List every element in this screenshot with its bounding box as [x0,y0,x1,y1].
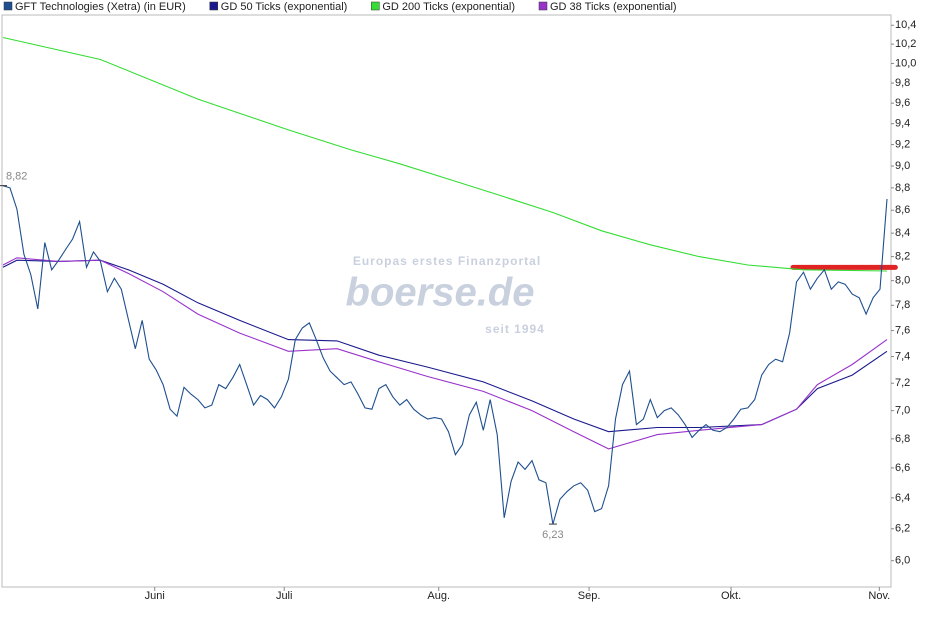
y-tick-label: 8,4 [895,227,910,239]
y-tick-label: 9,4 [895,118,910,130]
y-tick-label: 8,2 [895,251,910,263]
x-tick-label: Juni [145,590,165,602]
y-tick-label: 7,4 [895,350,910,362]
y-tick-label: 10,4 [895,19,916,31]
y-tick-label: 7,2 [895,377,910,389]
y-tick-label: 6,8 [895,433,910,445]
y-tick-label: 9,6 [895,97,910,109]
legend-swatch [371,1,380,11]
legend-swatch [538,1,548,11]
y-tick-label: 6,6 [895,462,910,474]
legend-swatch [3,1,13,11]
x-tick-label: Okt. [721,590,741,602]
y-tick-label: 6,0 [895,555,910,567]
y-tick-label: 8,8 [895,182,910,194]
y-tick-label: 6,4 [895,492,910,504]
series-line [2,257,888,450]
y-tick-label: 7,8 [895,299,910,311]
watermark-tagline: Europas erstes Finanzportal [353,254,541,268]
y-tick-label: 6,2 [895,523,910,535]
series-line [2,36,888,272]
y-tick-label: 8,6 [895,204,910,216]
watermark-brand: boerse.de [346,271,535,315]
x-tick-label: Sep. [578,590,601,602]
watermark-since: seit 1994 [485,322,545,336]
y-tick-label: 9,8 [895,77,910,89]
series-line [2,185,888,525]
legend-label: GD 200 Ticks (exponential) [382,1,515,13]
y-tick-label: 8,0 [895,275,910,287]
y-tick-label: 7,0 [895,405,910,417]
legend-label: GD 38 Ticks (exponential) [550,1,677,13]
y-tick-label: 9,2 [895,138,910,150]
legend-label: GD 50 Ticks (exponential) [221,1,348,13]
annotation-label: 6,23 [542,529,563,541]
x-tick-label: Nov. [868,590,890,602]
legend-swatch [209,1,219,11]
y-tick-label: 9,0 [895,160,910,172]
y-tick-label: 10,0 [895,57,916,69]
legend-label: GFT Technologies (Xetra) (in EUR) [15,1,186,13]
x-tick-label: Aug. [427,590,450,602]
plot-frame [1,14,892,588]
y-tick-label: 10,2 [895,38,916,50]
annotation-label: 8,82 [6,171,27,183]
y-tick-label: 7,6 [895,324,910,336]
x-tick-label: Juli [276,590,293,602]
